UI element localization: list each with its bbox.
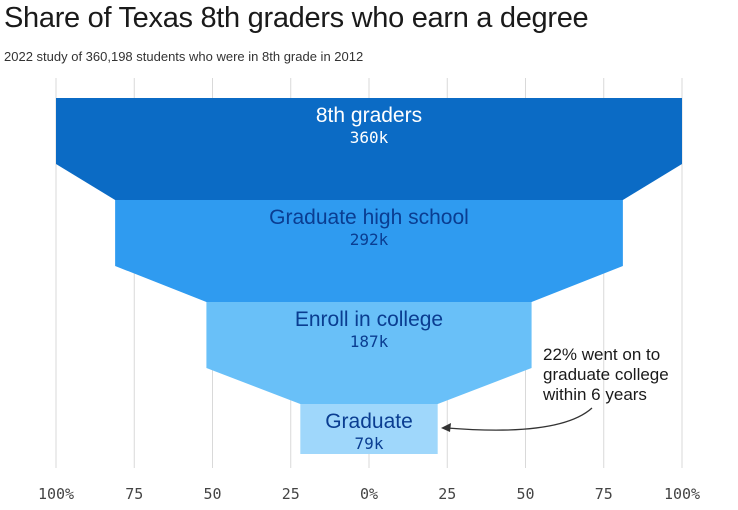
x-tick-label: 50 [203, 485, 221, 503]
funnel-stage-2 [115, 200, 623, 302]
x-tick-label: 50 [516, 485, 534, 503]
stage-value-label: 187k [350, 332, 389, 351]
funnel-stage-4 [300, 404, 438, 454]
chart-title: Share of Texas 8th graders who earn a de… [4, 2, 589, 34]
annotation-line-2: graduate college [543, 365, 669, 384]
annotation-arrow [446, 407, 593, 431]
x-tick-label: 75 [125, 485, 143, 503]
x-tick-label: 100% [38, 485, 74, 503]
x-tick-label: 0% [360, 485, 378, 503]
annotation-line-1: 22% went on to [543, 345, 660, 364]
stage-label: Graduate [325, 410, 413, 433]
annotation-arrowhead [441, 423, 451, 432]
funnel-stages [56, 98, 682, 454]
funnel-stage-3 [206, 302, 532, 404]
stage-label: Graduate high school [269, 206, 469, 229]
stage-value-label: 79k [355, 434, 384, 453]
stage-label: 8th graders [316, 104, 422, 127]
chart-subtitle: 2022 study of 360,198 students who were … [4, 49, 364, 64]
stage-label: Enroll in college [295, 308, 443, 331]
x-tick-label: 100% [664, 485, 700, 503]
x-tick-label: 75 [595, 485, 613, 503]
funnel-stage-1 [56, 98, 682, 200]
annotation-line-3: within 6 years [542, 385, 647, 404]
x-tick-label: 25 [438, 485, 456, 503]
x-tick-label: 25 [282, 485, 300, 503]
stage-value-label: 360k [350, 128, 389, 147]
x-axis-ticks: 100% 75 50 25 0% 25 50 75 100% [38, 485, 700, 503]
annotation: 22% went on to graduate college within 6… [441, 345, 669, 432]
stage-value-label: 292k [350, 230, 389, 249]
